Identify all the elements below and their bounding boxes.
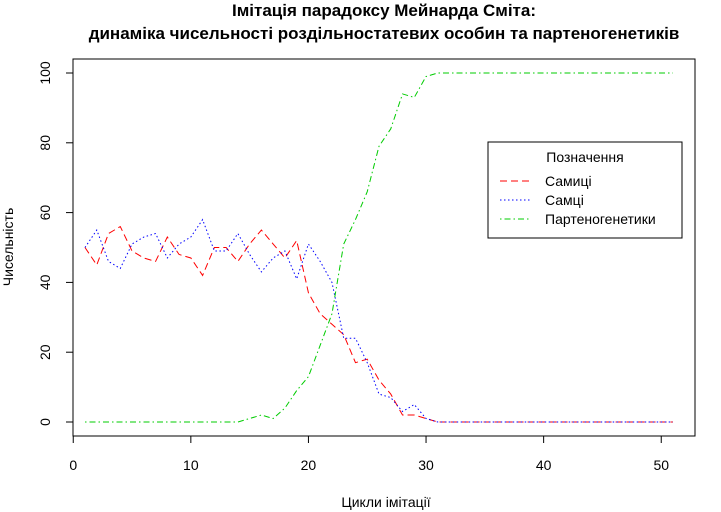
x-tick-label: 50 bbox=[653, 457, 669, 473]
x-tick-label: 40 bbox=[536, 457, 552, 473]
legend-label-1: Самиці bbox=[545, 173, 592, 189]
x-axis-label: Цикли імітації bbox=[341, 494, 430, 510]
x-tick-label: 10 bbox=[183, 457, 199, 473]
chart-title-line2: динаміка чисельності роздільностатевих о… bbox=[89, 24, 680, 43]
series-lines bbox=[84, 72, 673, 423]
legend: Позначення Самиці Самці Партеногенетики bbox=[487, 141, 683, 239]
y-tick-label: 80 bbox=[37, 135, 53, 151]
series-line-2 bbox=[84, 218, 673, 423]
y-axis: 0 20 40 60 80 100 bbox=[37, 61, 74, 426]
legend-title: Позначення bbox=[546, 149, 623, 165]
chart-title-line1: Імітація парадоксу Мейнарда Сміта: bbox=[232, 1, 536, 20]
legend-label-2: Самці bbox=[545, 192, 584, 208]
y-tick-label: 100 bbox=[37, 61, 53, 85]
legend-label-3: Партеногенетики bbox=[545, 211, 656, 227]
legend-box bbox=[487, 141, 683, 239]
y-axis-label: Чисельність bbox=[0, 208, 16, 286]
x-tick-label: 20 bbox=[301, 457, 317, 473]
x-tick-label: 0 bbox=[69, 457, 77, 473]
legend-items: Самиці Самці Партеногенетики bbox=[500, 173, 656, 227]
x-tick-label: 30 bbox=[418, 457, 434, 473]
series-line-1 bbox=[84, 225, 673, 423]
y-tick-label: 0 bbox=[37, 418, 53, 426]
y-tick-label: 20 bbox=[37, 344, 53, 360]
y-tick-label: 40 bbox=[37, 274, 53, 290]
plot-frame bbox=[72, 58, 696, 437]
x-axis: 0 10 20 30 40 50 bbox=[69, 435, 669, 473]
series-line-3 bbox=[85, 72, 673, 423]
y-tick-label: 60 bbox=[37, 205, 53, 221]
